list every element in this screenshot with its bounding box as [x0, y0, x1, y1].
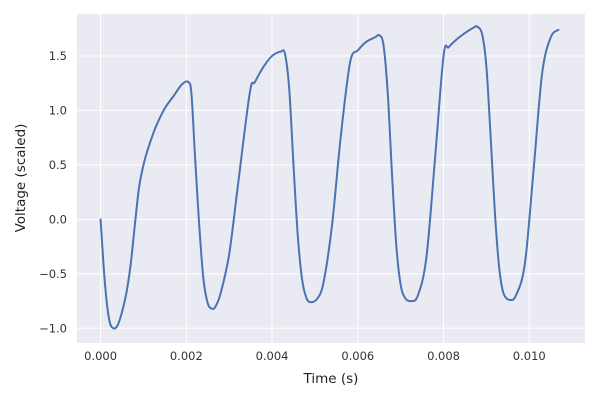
y-tick-label: −0.5 [39, 267, 67, 281]
data-layer [99, 25, 560, 330]
y-tick-label: 1.5 [49, 49, 67, 63]
x-axis-label: Time (s) [303, 371, 359, 387]
x-tick-label: 0.002 [170, 349, 203, 363]
x-tick-label: 0.006 [341, 349, 374, 363]
x-tick-label: 0.004 [256, 349, 289, 363]
y-tick-label: 0.0 [49, 212, 67, 226]
plot-background [77, 14, 585, 343]
y-tick-label: −1.0 [39, 321, 67, 335]
x-tick-label: 0.008 [427, 349, 460, 363]
y-axis-label: Voltage (scaled) [13, 124, 29, 233]
tick-labels: 0.000 0.002 0.004 0.006 0.008 0.010 −1.0 −0.5 0.… [39, 49, 546, 363]
y-tick-label: 0.5 [49, 158, 67, 172]
series-line [99, 25, 560, 330]
y-tick-label: 1.0 [49, 103, 67, 117]
x-tick-label: 0.010 [513, 349, 546, 363]
grid-lines [77, 14, 585, 343]
x-tick-label: 0.000 [84, 349, 117, 363]
